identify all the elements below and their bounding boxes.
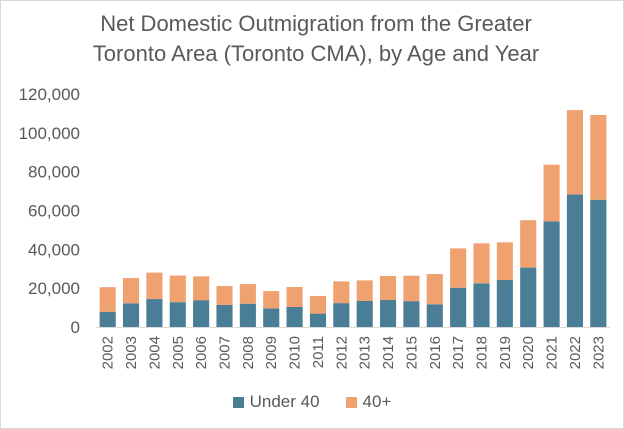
bar-under-40 xyxy=(543,221,560,327)
bar-40-plus xyxy=(193,276,210,301)
bar-40-plus xyxy=(379,275,397,301)
bar-40-plus xyxy=(356,280,373,301)
bar-under-40 xyxy=(263,308,280,327)
x-tick-label: 2018 xyxy=(474,336,491,369)
bar-40-plus xyxy=(286,287,303,308)
bar-40-plus xyxy=(122,278,140,304)
bar-40-plus xyxy=(309,295,327,314)
bar-under-40 xyxy=(99,311,116,327)
bar-40-plus xyxy=(590,114,607,200)
x-tick-label: 2012 xyxy=(333,336,350,369)
bar-under-40 xyxy=(286,307,303,327)
x-tick-label: 2004 xyxy=(146,336,163,369)
x-tick-label: 2009 xyxy=(263,336,280,369)
legend-swatch-under-40 xyxy=(232,396,244,408)
bar-40-plus xyxy=(426,273,443,305)
bar-under-40 xyxy=(450,287,467,327)
y-tick-label: 60,000 xyxy=(28,202,80,221)
legend-label-40-plus: 40+ xyxy=(362,392,392,411)
bar-under-40 xyxy=(169,302,186,327)
bar-under-40 xyxy=(122,303,140,327)
bar-under-40 xyxy=(356,300,373,327)
bar-under-40 xyxy=(426,304,443,327)
bar-40-plus xyxy=(263,291,280,309)
x-tick-label: 2021 xyxy=(544,336,561,369)
y-tick-label: 20,000 xyxy=(28,279,80,298)
bar-under-40 xyxy=(566,194,584,327)
bar-40-plus xyxy=(216,286,233,305)
y-tick-label: 100,000 xyxy=(19,124,80,143)
bar-40-plus xyxy=(450,248,467,288)
bar-40-plus xyxy=(169,275,186,303)
bar-40-plus xyxy=(403,275,420,302)
bar-under-40 xyxy=(520,267,537,327)
legend-item-40-plus: 40+ xyxy=(345,392,392,412)
chart-legend: Under 40 40+ xyxy=(0,392,624,412)
bar-under-40 xyxy=(216,304,233,327)
x-tick-label: 2017 xyxy=(450,336,467,369)
x-tick-label: 2013 xyxy=(357,336,374,369)
bar-40-plus xyxy=(239,284,256,304)
x-tick-label: 2011 xyxy=(310,336,327,368)
chart-title-line-2: Toronto Area (Toronto CMA), by Age and Y… xyxy=(92,41,540,66)
bar-under-40 xyxy=(473,283,490,327)
bar-under-40 xyxy=(333,303,350,327)
bar-40-plus xyxy=(496,242,513,281)
chart-title: Net Domestic Outmigration from the Great… xyxy=(21,9,611,69)
bar-under-40 xyxy=(193,300,210,327)
x-tick-label: 2002 xyxy=(100,336,117,369)
legend-swatch-40-plus xyxy=(345,396,357,408)
bar-40-plus xyxy=(99,287,116,312)
x-tick-label: 2022 xyxy=(567,336,584,369)
x-tick-label: 2010 xyxy=(287,336,304,369)
bar-40-plus xyxy=(333,281,350,304)
y-tick-label: 120,000 xyxy=(19,85,80,104)
y-tick-label: 40,000 xyxy=(28,240,80,259)
x-tick-label: 2003 xyxy=(123,336,140,369)
x-tick-label: 2008 xyxy=(240,336,257,369)
bar-under-40 xyxy=(379,300,397,327)
bar-40-plus xyxy=(543,164,560,222)
x-tick-label: 2014 xyxy=(380,336,397,369)
legend-item-under-40: Under 40 xyxy=(232,392,320,412)
y-tick-label: 0 xyxy=(71,318,80,337)
legend-label-under-40: Under 40 xyxy=(249,392,320,411)
x-tick-label: 2015 xyxy=(403,336,420,369)
x-tick-label: 2019 xyxy=(497,336,514,369)
x-tick-label: 2007 xyxy=(217,336,234,369)
bar-40-plus xyxy=(473,243,490,284)
bar-under-40 xyxy=(309,313,327,327)
x-tick-label: 2016 xyxy=(427,336,444,369)
bar-under-40 xyxy=(403,301,420,327)
x-tick-label: 2020 xyxy=(520,336,537,369)
bar-40-plus xyxy=(146,272,163,300)
x-tick-label: 2023 xyxy=(590,336,607,369)
x-tick-label: 2005 xyxy=(170,336,187,369)
bar-under-40 xyxy=(590,199,607,327)
y-tick-label: 80,000 xyxy=(28,163,80,182)
bar-40-plus xyxy=(520,220,537,268)
bar-40-plus xyxy=(566,110,584,195)
bar-under-40 xyxy=(496,280,513,327)
chart-title-line-1: Net Domestic Outmigration from the Great… xyxy=(100,11,532,36)
bar-under-40 xyxy=(146,299,163,327)
bar-under-40 xyxy=(239,303,256,327)
x-tick-label: 2006 xyxy=(193,336,210,369)
